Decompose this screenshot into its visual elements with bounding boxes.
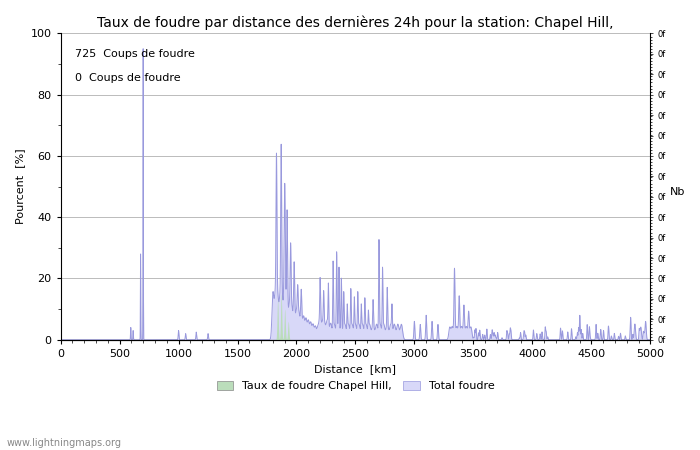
Y-axis label: Nb: Nb [670,187,685,197]
Text: www.lightningmaps.org: www.lightningmaps.org [7,438,122,448]
X-axis label: Distance  [km]: Distance [km] [314,364,396,374]
Text: 725  Coups de foudre: 725 Coups de foudre [76,49,195,59]
Y-axis label: Pourcent  [%]: Pourcent [%] [15,149,25,225]
Legend: Taux de foudre Chapel Hill,, Total foudre: Taux de foudre Chapel Hill,, Total foudr… [212,376,499,396]
Text: 0  Coups de foudre: 0 Coups de foudre [76,73,181,83]
Title: Taux de foudre par distance des dernières 24h pour la station: Chapel Hill,: Taux de foudre par distance des dernière… [97,15,614,30]
